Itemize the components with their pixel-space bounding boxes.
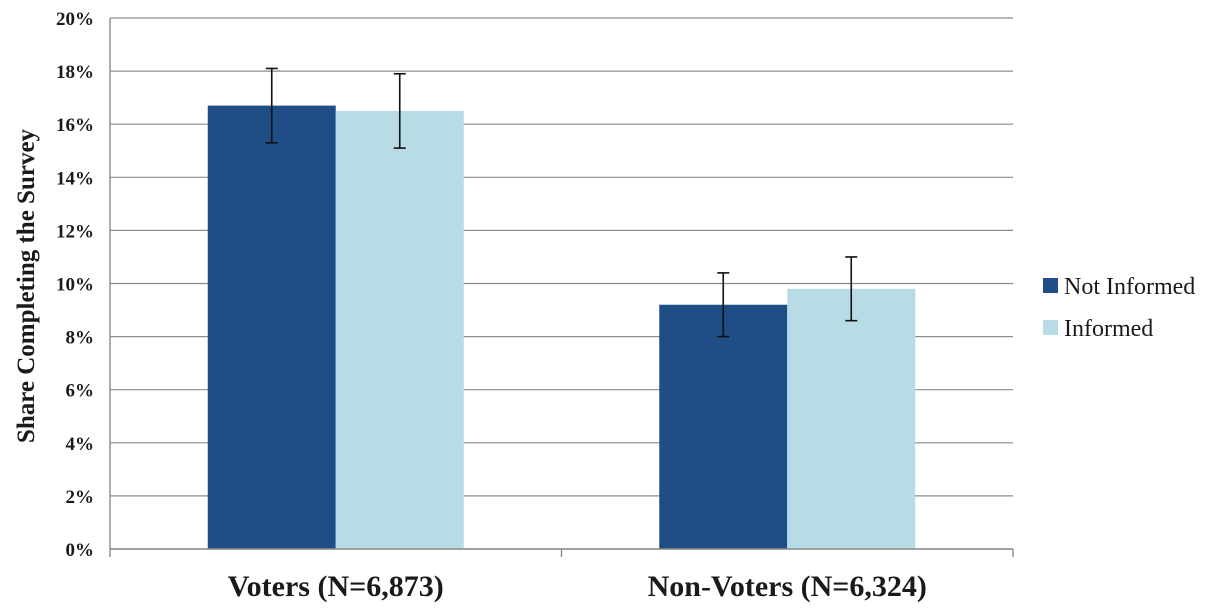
y-tick-label: 8% bbox=[66, 328, 95, 349]
legend-swatch-not-informed bbox=[1043, 278, 1058, 293]
y-tick-label: 14% bbox=[56, 168, 94, 189]
y-tick-label: 10% bbox=[56, 275, 94, 296]
y-tick-label: 2% bbox=[66, 487, 95, 508]
y-tick-label: 0% bbox=[66, 540, 95, 561]
bar-not-informed-non-voters bbox=[659, 304, 788, 549]
error-bars bbox=[265, 67, 858, 338]
x-axis-labels: Voters (N=6,873) Non-Voters (N=6,324) bbox=[228, 570, 927, 603]
y-tick-label: 4% bbox=[66, 434, 95, 455]
bars bbox=[207, 105, 916, 550]
y-tick-label: 20% bbox=[56, 9, 94, 30]
x-axis bbox=[109, 18, 1014, 557]
bar-not-informed-voters bbox=[207, 105, 336, 550]
legend-label-not-informed: Not Informed bbox=[1064, 274, 1195, 300]
legend: Not Informed Informed bbox=[1043, 274, 1195, 342]
legend-label-informed: Informed bbox=[1064, 316, 1153, 342]
y-axis-ticks: 0% 2% 4% 6% 8% 10% 12% 14% 16% 18% 20% bbox=[56, 9, 94, 561]
x-category-label: Voters (N=6,873) bbox=[228, 570, 444, 603]
y-tick-label: 16% bbox=[56, 115, 94, 136]
legend-swatch-informed bbox=[1043, 320, 1058, 335]
y-axis-title: Share Completing the Survey bbox=[13, 128, 40, 443]
y-tick-label: 18% bbox=[56, 62, 94, 83]
bar-informed-voters bbox=[335, 110, 464, 550]
y-tick-label: 12% bbox=[56, 221, 94, 242]
x-category-label: Non-Voters (N=6,324) bbox=[648, 570, 927, 603]
bar-informed-non-voters bbox=[787, 288, 916, 549]
y-tick-label: 6% bbox=[66, 381, 95, 402]
